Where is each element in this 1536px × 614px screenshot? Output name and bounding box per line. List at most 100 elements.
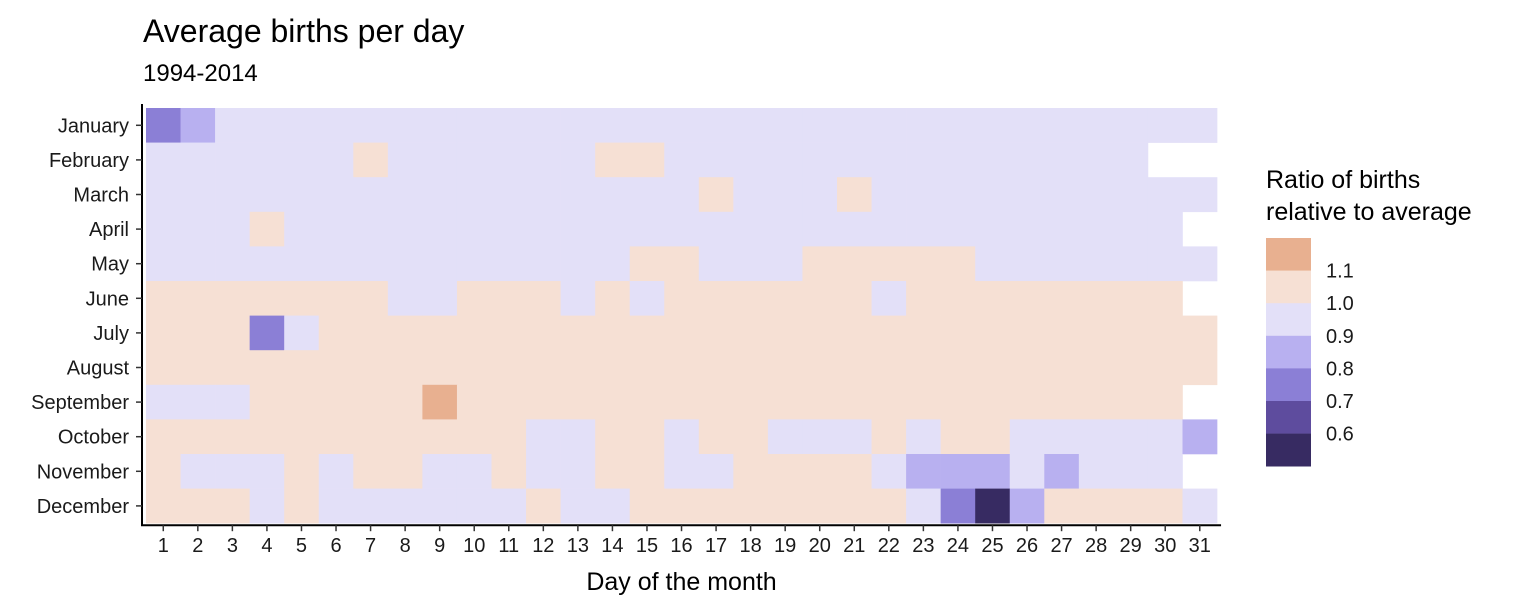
heatmap-cell-november-22: [871, 454, 907, 489]
heatmap-cell-june-17: [698, 281, 734, 316]
heatmap-cell-september-12: [526, 384, 561, 420]
heatmap-cell-january-8: [387, 108, 423, 143]
heatmap-cell-march-2: [180, 177, 216, 213]
chart-subtitle: 1994-2014: [143, 60, 258, 87]
heatmap-cell-june-9: [422, 281, 458, 316]
heatmap-cell-july-8: [387, 315, 423, 351]
heatmap-cell-august-14: [595, 350, 630, 386]
heatmap-cell-november-26: [1009, 454, 1045, 489]
heatmap-cell-october-20: [802, 419, 838, 455]
heatmap-cell-october-17: [698, 419, 734, 455]
heatmap-cell-january-3: [215, 108, 250, 143]
heatmap-cell-november-25: [975, 454, 1011, 489]
y-tick-label: July: [93, 323, 129, 345]
heatmap-cell-march-30: [1147, 177, 1183, 213]
heatmap-cell-april-5: [284, 211, 320, 247]
heatmap-cell-october-7: [353, 419, 389, 455]
heatmap-cell-january-23: [906, 108, 941, 143]
legend-key: [1266, 433, 1311, 467]
heatmap-cell-december-5: [284, 488, 320, 524]
x-tick-label: 9: [434, 535, 445, 557]
heatmap-cell-november-5: [284, 454, 320, 489]
heatmap-cell-march-12: [526, 177, 561, 213]
y-tick-label: September: [31, 392, 129, 414]
heatmap-cell-march-3: [215, 177, 250, 213]
heatmap-cell-march-16: [664, 177, 700, 213]
heatmap-cell-may-30: [1147, 246, 1183, 282]
heatmap-cell-january-13: [560, 108, 596, 143]
heatmap-cell-november-21: [837, 454, 872, 489]
heatmap-cell-march-15: [629, 177, 665, 213]
heatmap-cell-april-26: [1009, 211, 1045, 247]
heatmap-cell-july-7: [353, 315, 389, 351]
heatmap-cell-august-28: [1078, 350, 1114, 386]
heatmap-cell-august-8: [387, 350, 423, 386]
legend-label: 1.0: [1326, 293, 1354, 315]
heatmap-cell-february-11: [491, 142, 527, 178]
heatmap-cell-april-11: [491, 211, 527, 247]
heatmap-cell-february-16: [664, 142, 700, 178]
y-tick-label: October: [58, 427, 129, 449]
heatmap-cell-september-2: [180, 384, 216, 420]
heatmap-cell-september-11: [491, 384, 527, 420]
heatmap-cell-june-30: [1147, 281, 1183, 316]
heatmap-cell-august-9: [422, 350, 458, 386]
heatmap-cell-may-17: [698, 246, 734, 282]
heatmap-cell-april-22: [871, 211, 907, 247]
heatmap-cell-july-18: [733, 315, 769, 351]
heatmap-cell-may-22: [871, 246, 907, 282]
heatmap-cell-january-18: [733, 108, 769, 143]
heatmap-cell-october-29: [1113, 419, 1149, 455]
heatmap-cell-may-19: [767, 246, 803, 282]
heatmap-cell-august-17: [698, 350, 734, 386]
heatmap-cell-november-1: [146, 454, 181, 489]
heatmap-cell-december-10: [456, 488, 492, 524]
heatmap-cell-july-30: [1147, 315, 1183, 351]
heatmap-cell-january-28: [1078, 108, 1114, 143]
heatmap-cell-march-26: [1009, 177, 1045, 213]
legend-label: 0.7: [1326, 391, 1354, 413]
heatmap-cell-january-29: [1113, 108, 1149, 143]
y-tick-label: June: [86, 288, 129, 310]
heatmap-cell-october-15: [629, 419, 665, 455]
heatmap-cell-january-21: [837, 108, 872, 143]
heatmap-cell-september-21: [837, 384, 872, 420]
heatmap-cell-january-25: [975, 108, 1011, 143]
heatmap-cell-june-16: [664, 281, 700, 316]
heatmap-cell-january-1: [146, 108, 181, 143]
heatmap-cell-december-26: [1009, 488, 1045, 524]
heatmap-cell-february-27: [1044, 142, 1080, 178]
heatmap-cell-november-14: [595, 454, 630, 489]
heatmap-cell-january-10: [456, 108, 492, 143]
legend-title-line: relative to average: [1266, 198, 1472, 226]
heatmap-cell-february-22: [871, 142, 907, 178]
heatmap-cell-august-12: [526, 350, 561, 386]
x-axis-label: Day of the month: [586, 568, 776, 596]
heatmap-cell-february-25: [975, 142, 1011, 178]
heatmap-cell-december-21: [837, 488, 872, 524]
heatmap-cell-june-14: [595, 281, 630, 316]
heatmap-cell-june-21: [837, 281, 872, 316]
heatmap-cell-april-13: [560, 211, 596, 247]
heatmap-cell-february-13: [560, 142, 596, 178]
heatmap-cell-december-29: [1113, 488, 1149, 524]
heatmap-cell-september-13: [560, 384, 596, 420]
heatmap-cell-december-12: [526, 488, 561, 524]
y-tick-label: August: [67, 358, 130, 380]
heatmap-cell-august-16: [664, 350, 700, 386]
heatmap-cell-september-24: [940, 384, 976, 420]
x-tick-label: 19: [774, 535, 796, 557]
heatmap-cell-june-15: [629, 281, 665, 316]
heatmap-cell-june-5: [284, 281, 320, 316]
heatmap-cell-december-20: [802, 488, 838, 524]
heatmap-cell-august-7: [353, 350, 389, 386]
x-tick-label: 20: [809, 535, 831, 557]
heatmap-cell-june-6: [318, 281, 354, 316]
heatmap-cell-january-9: [422, 108, 458, 143]
heatmap-cell-september-25: [975, 384, 1011, 420]
heatmap-cell-october-14: [595, 419, 630, 455]
heatmap-cell-december-27: [1044, 488, 1080, 524]
heatmap-cell-december-2: [180, 488, 216, 524]
heatmap-cell-april-19: [767, 211, 803, 247]
